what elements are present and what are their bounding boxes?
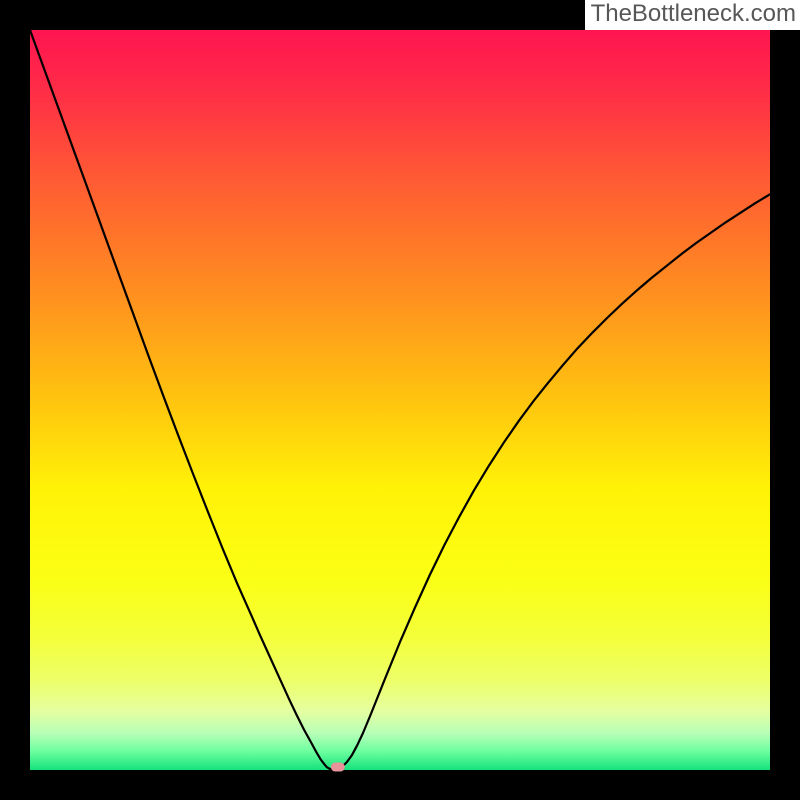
plot-area bbox=[30, 30, 770, 770]
bottleneck-chart-svg bbox=[0, 0, 800, 800]
chart-container: TheBottleneck.com bbox=[0, 0, 800, 800]
min-marker bbox=[331, 763, 345, 772]
watermark-label: TheBottleneck.com bbox=[585, 0, 800, 30]
